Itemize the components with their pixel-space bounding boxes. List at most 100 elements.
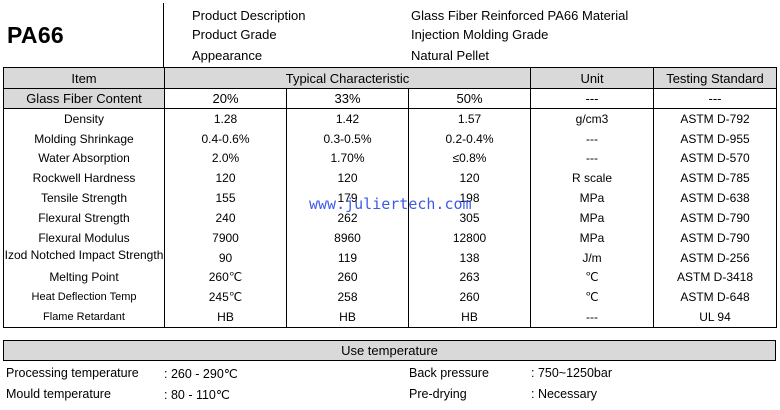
material-title-cell: PA66 [3,3,164,67]
property-unit: --- [530,128,654,149]
table-row: Molding Shrinkage 0.4-0.6% 0.3-0.5% 0.2-… [3,128,777,149]
property-value: 12800 [408,227,531,248]
property-value: 263 [408,267,531,288]
product-description-label: Product Description [192,8,306,23]
property-value: HB [164,307,287,328]
property-value: 179 [286,188,409,208]
appearance-label: Appearance [192,48,263,63]
property-value: 0.4-0.6% [164,128,287,149]
property-unit: J/m [530,247,654,268]
property-value: 0.2-0.4% [408,128,531,149]
property-name: Rockwell Hardness [3,168,165,189]
property-value: 0.3-0.5% [286,128,409,149]
glass-fiber-row: Glass Fiber Content 20% 33% 50% --- --- [3,88,777,109]
table-row: Heat Deflection Temp 245℃ 258 260 ℃ ASTM… [3,287,777,308]
property-value: 240 [164,207,287,228]
property-value: 260℃ [164,267,287,288]
pre-drying-value: : Necessary [531,387,597,401]
table-row: Melting Point 260℃ 260 263 ℃ ASTM D-3418 [3,267,777,288]
property-unit: --- [530,307,654,328]
property-value: 8960 [286,227,409,248]
property-name: Flexural Modulus [3,227,165,248]
table-header-row: Item Typical Characteristic Unit Testing… [3,67,777,89]
property-unit: MPa [530,188,654,208]
property-value: 1.42 [286,108,409,129]
table-row: Density 1.28 1.42 1.57 g/cm3 ASTM D-792 [3,108,777,129]
property-value: 260 [286,267,409,288]
use-temperature-heading: Use temperature [3,340,776,361]
property-value: 1.70% [286,148,409,169]
property-unit: MPa [530,207,654,228]
property-name: Izod Notched Impact Strength [4,247,164,262]
glass-fiber-level: 20% [164,88,287,109]
property-value: 120 [164,168,287,189]
property-standard: ASTM D-790 [653,207,777,228]
property-unit: MPa [530,227,654,248]
table-row: Flexural Modulus 7900 8960 12800 MPa AST… [3,227,777,248]
table-row: Izod Notched Impact Strength 90 119 138 … [3,247,777,268]
mould-temperature-label: Mould temperature [6,387,111,401]
property-value: 155 [164,188,287,208]
property-value: 138 [408,247,531,268]
property-name-cell: Izod Notched Impact Strength [3,247,165,268]
material-title: PA66 [7,22,65,48]
table-row: Tensile Strength 155 179 198 MPa ASTM D-… [3,188,777,208]
property-value: 2.0% [164,148,287,169]
property-value: 305 [408,207,531,228]
property-value: 1.28 [164,108,287,129]
property-value: 90 [164,247,287,268]
property-value: 245℃ [164,287,287,308]
datasheet-header: PA66 Product Description Product Grade A… [3,3,776,67]
property-name: Flexural Strength [3,207,165,228]
property-value: 260 [408,287,531,308]
product-grade-value: Injection Molding Grade [411,27,549,42]
website-watermark: www.juliertech.com [309,195,472,213]
property-standard: ASTM D-648 [653,287,777,308]
property-unit: ℃ [530,287,654,308]
back-pressure-label: Back pressure [409,366,489,380]
pre-drying-label: Pre-drying [409,387,467,401]
property-standard: ASTM D-792 [653,108,777,129]
property-unit: g/cm3 [530,108,654,129]
property-value: HB [286,307,409,328]
header-typical-characteristic: Typical Characteristic [164,67,531,89]
property-unit: --- [530,148,654,169]
property-value: 120 [286,168,409,189]
property-name: Density [3,108,165,129]
table-row: Flame Retardant HB HB HB --- UL 94 [3,307,777,328]
glass-fiber-level: 33% [286,88,409,109]
property-name: Water Absorption [3,148,165,169]
appearance-value: Natural Pellet [411,48,490,63]
mould-temperature-value: : 80 - 110℃ [164,388,230,402]
property-standard: ASTM D-955 [653,128,777,149]
property-value: HB [408,307,531,328]
property-standard: ASTM D-570 [653,148,777,169]
property-unit: R scale [530,168,654,189]
standard-dash: --- [653,88,777,109]
glass-fiber-level: 50% [408,88,531,109]
property-value: 120 [408,168,531,189]
unit-dash: --- [530,88,654,109]
property-value: ≤0.8% [408,148,531,169]
property-value: 258 [286,287,409,308]
property-standard: ASTM D-790 [653,227,777,248]
processing-temperature-value: : 260 - 290℃ [164,367,238,381]
back-pressure-value: : 750~1250bar [531,366,612,380]
property-standard: ASTM D-256 [653,247,777,268]
table-row: Flexural Strength 240 262 305 MPa ASTM D… [3,207,777,228]
product-description-value: Glass Fiber Reinforced PA66 Material [411,8,629,23]
processing-temperature-label: Processing temperature [6,366,139,380]
product-grade-label: Product Grade [192,27,277,42]
table-row: Water Absorption 2.0% 1.70% ≤0.8% --- AS… [3,148,777,169]
property-name: Melting Point [3,267,165,288]
property-unit: ℃ [530,267,654,288]
property-standard: ASTM D-3418 [653,267,777,288]
property-name: Heat Deflection Temp [3,287,165,308]
property-standard: ASTM D-638 [653,188,777,208]
property-value: 262 [286,207,409,228]
header-unit: Unit [530,67,654,89]
property-name: Flame Retardant [3,307,165,328]
table-row: Rockwell Hardness 120 120 120 R scale AS… [3,168,777,189]
property-name: Tensile Strength [3,188,165,208]
